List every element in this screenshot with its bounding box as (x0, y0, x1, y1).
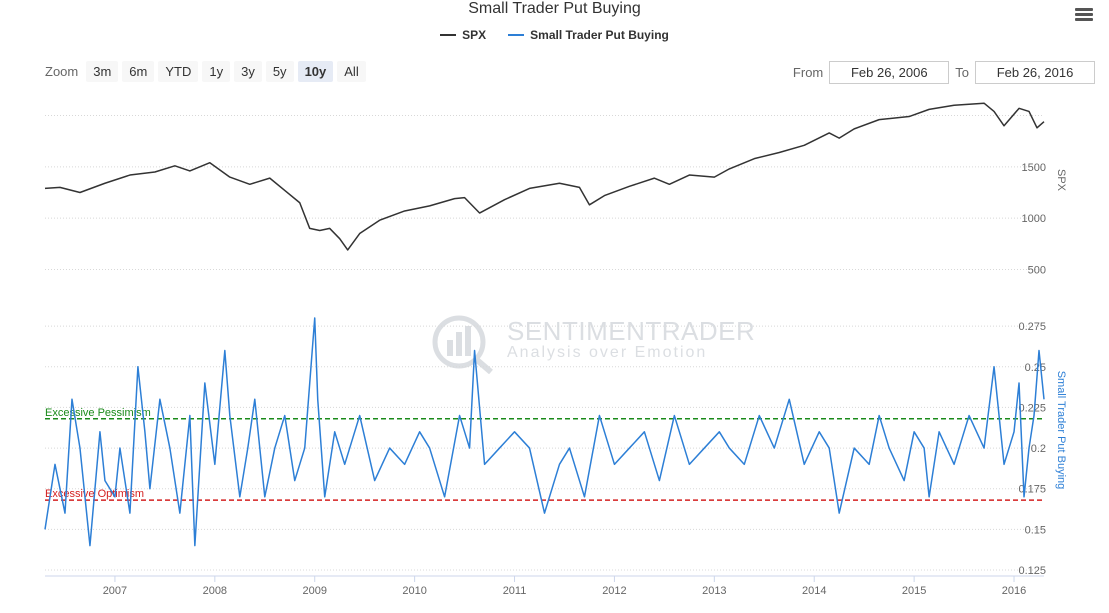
to-label: To (955, 65, 969, 80)
spx-tick-label: 500 (1028, 264, 1046, 276)
zoom-button-10y[interactable]: 10y (297, 61, 334, 82)
legend-swatch-spx (440, 34, 457, 36)
spx-tick-label: 1500 (1022, 162, 1046, 174)
zoom-button-5y[interactable]: 5y (265, 61, 294, 82)
put-series-line (44, 317, 1045, 547)
put-tick-label: 0.225 (1018, 402, 1046, 414)
zoom-button-3m[interactable]: 3m (86, 61, 119, 82)
zoom-button-3y[interactable]: 3y (234, 61, 262, 82)
x-tick-label: 2009 (302, 585, 326, 597)
spx-series-line (44, 102, 1045, 251)
legend-item-put-buying[interactable]: Small Trader Put Buying (508, 28, 669, 42)
from-date-input[interactable] (829, 61, 950, 84)
legend: SPX Small Trader Put Buying (0, 28, 1109, 42)
put-tick-label: 0.175 (1018, 484, 1046, 496)
x-tick-label: 2008 (203, 585, 227, 597)
x-tick-label: 2010 (402, 585, 426, 597)
put-tick-label: 0.25 (1025, 362, 1046, 374)
hamburger-menu-icon[interactable] (1075, 8, 1093, 22)
legend-item-spx[interactable]: SPX (440, 28, 486, 42)
put-axis-label: Small Trader Put Buying (1055, 371, 1067, 490)
zoom-button-6m[interactable]: 6m (122, 61, 155, 82)
x-tick-label: 2007 (103, 585, 127, 597)
zoom-bar: Zoom 3m 6m YTD 1y 3y 5y 10y All (45, 61, 366, 82)
x-tick-label: 2013 (702, 585, 726, 597)
x-tick-label: 2016 (1002, 585, 1026, 597)
zoom-label: Zoom (45, 64, 79, 79)
put-tick-label: 0.15 (1025, 524, 1046, 536)
x-tick-label: 2014 (802, 585, 826, 597)
x-tick-label: 2012 (602, 585, 626, 597)
spx-axis-label: SPX (1055, 169, 1067, 192)
zoom-button-1y[interactable]: 1y (202, 61, 231, 82)
x-tick-label: 2011 (503, 585, 527, 597)
from-label: From (792, 65, 824, 80)
x-tick-label: 2015 (902, 585, 926, 597)
put-tick-label: 0.125 (1018, 565, 1046, 577)
legend-label-spx: SPX (462, 28, 487, 42)
date-range-selector: From To (793, 61, 1095, 84)
legend-label-put-buying: Small Trader Put Buying (530, 28, 669, 42)
put-tick-label: 0.2 (1031, 443, 1046, 455)
put-tick-label: 0.275 (1018, 321, 1046, 333)
to-date-input[interactable] (975, 61, 1095, 84)
chart-title: Small Trader Put Buying (468, 0, 641, 17)
zoom-button-ytd[interactable]: YTD (158, 61, 199, 82)
spx-tick-label: 1000 (1022, 213, 1046, 225)
zoom-button-all[interactable]: All (337, 61, 366, 82)
legend-swatch-put-buying (508, 34, 525, 36)
